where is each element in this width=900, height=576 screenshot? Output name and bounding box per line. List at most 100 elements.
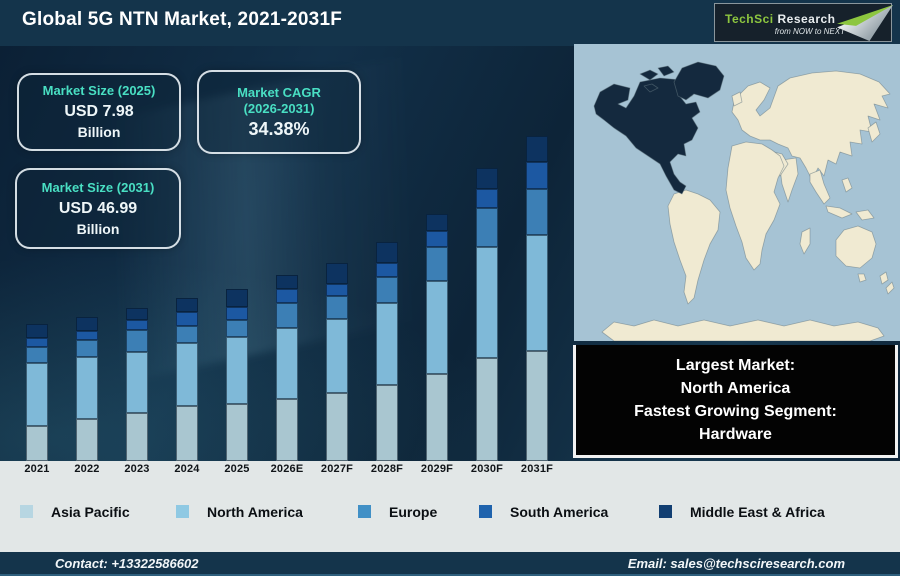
bar-segment bbox=[176, 312, 198, 326]
x-axis-label: 2022 bbox=[74, 463, 100, 475]
legend-swatch bbox=[358, 505, 371, 518]
bar-segment bbox=[526, 351, 548, 461]
bar-segment bbox=[326, 284, 348, 296]
stacked-bar-2029F bbox=[426, 214, 448, 461]
bar-segment bbox=[76, 357, 98, 419]
stat-box-market-size-2025: Market Size (2025) USD 7.98 Billion bbox=[17, 73, 181, 151]
map-north-america-highlight bbox=[593, 77, 701, 195]
bar-segment bbox=[176, 326, 198, 343]
bar-segment bbox=[26, 363, 48, 426]
x-axis-label: 2024 bbox=[174, 463, 200, 475]
stacked-bar-2025 bbox=[226, 289, 248, 461]
bar-segment bbox=[76, 317, 98, 331]
stat-label: Market Size (2025) bbox=[42, 83, 156, 98]
bar-segment bbox=[376, 242, 398, 263]
info-line: Hardware bbox=[699, 426, 772, 443]
bar-segment bbox=[326, 296, 348, 319]
legend-label: Asia Pacific bbox=[51, 504, 130, 520]
bar-segment bbox=[276, 289, 298, 303]
bar-segment bbox=[76, 419, 98, 461]
axis-and-legend-strip: 2021 2022 2023 2024 2025 2026E 2027F 2028F 2029F… bbox=[0, 461, 900, 552]
map-eurasia bbox=[731, 70, 891, 181]
bar-segment bbox=[226, 320, 248, 337]
bar-segment bbox=[276, 275, 298, 289]
stat-value: USD 7.98 bbox=[64, 103, 134, 120]
bar-segment bbox=[526, 235, 548, 351]
market-info-box: Largest Market: North America Fastest Grow… bbox=[573, 345, 898, 458]
bar-chart bbox=[0, 46, 573, 461]
map-tasmania bbox=[857, 273, 867, 283]
x-axis-label: 2026E bbox=[270, 463, 304, 475]
map-indonesia bbox=[825, 205, 853, 219]
bar-segment bbox=[376, 277, 398, 303]
stacked-bar-2024 bbox=[176, 298, 198, 461]
stat-box-market-size-2031: Market Size (2031) USD 46.99 Billion bbox=[15, 168, 181, 249]
bar-segment bbox=[26, 324, 48, 338]
header-bar: Global 5G NTN Market, 2021-2031F TechSci… bbox=[0, 0, 900, 46]
stacked-bar-2026E bbox=[276, 275, 298, 461]
bar-segment bbox=[476, 168, 498, 189]
bar-segment bbox=[226, 307, 248, 320]
bar-segment bbox=[426, 231, 448, 247]
stacked-bar-2023 bbox=[126, 308, 148, 461]
logo-wordmark: TechSci Research bbox=[725, 12, 836, 26]
info-line: Largest Market: bbox=[675, 357, 796, 374]
bar-segment bbox=[176, 298, 198, 312]
x-axis-label: 2027F bbox=[320, 463, 354, 475]
world-map bbox=[574, 44, 900, 341]
bar-segment bbox=[226, 337, 248, 404]
legend-swatch bbox=[659, 505, 672, 518]
map-africa bbox=[725, 141, 785, 271]
bar-segment bbox=[376, 303, 398, 385]
stat-unit: Billion bbox=[76, 220, 120, 237]
contact-email: Email: sales@techsciresearch.com bbox=[627, 555, 845, 571]
bar-segment bbox=[176, 343, 198, 406]
bar-segment bbox=[76, 331, 98, 340]
legend-label: North America bbox=[207, 504, 303, 520]
stacked-bar-2022 bbox=[76, 317, 98, 461]
stacked-bar-2028F bbox=[376, 242, 398, 461]
logo-brand-secondary: Research bbox=[773, 12, 836, 26]
bar-segment bbox=[276, 328, 298, 399]
map-arctic-islands-highlight bbox=[639, 65, 675, 93]
x-axis-label: 2031F bbox=[520, 463, 554, 475]
bar-segment bbox=[526, 136, 548, 162]
bar-segment bbox=[126, 320, 148, 330]
logo-brand-primary: TechSci bbox=[725, 12, 774, 26]
map-madagascar bbox=[799, 227, 811, 255]
legend-label: South America bbox=[510, 504, 609, 520]
footer-bar: Contact: +13322586602 Email: sales@techs… bbox=[0, 552, 900, 576]
bar-segment bbox=[26, 426, 48, 461]
bar-segment bbox=[426, 214, 448, 231]
bar-segment bbox=[476, 358, 498, 461]
map-japan bbox=[867, 121, 881, 143]
contact-phone: Contact: +13322586602 bbox=[55, 555, 199, 571]
x-axis-label: 2028F bbox=[370, 463, 404, 475]
stat-box-market-cagr: Market CAGR (2026-2031) 34.38% bbox=[197, 70, 361, 154]
bar-segment bbox=[326, 393, 348, 461]
legend-swatch bbox=[20, 505, 33, 518]
bar-segment bbox=[376, 263, 398, 277]
map-antarctica bbox=[601, 319, 885, 341]
info-line: North America bbox=[680, 380, 791, 397]
page-title: Global 5G NTN Market, 2021-2031F bbox=[22, 9, 343, 30]
arrow-icon bbox=[837, 5, 893, 41]
map-se-asia bbox=[809, 169, 831, 205]
bar-segment bbox=[126, 352, 148, 413]
legend-swatch bbox=[176, 505, 189, 518]
bar-segment bbox=[126, 413, 148, 461]
bar-segment bbox=[26, 338, 48, 347]
stat-value: USD 46.99 bbox=[58, 199, 138, 217]
stat-label: Market CAGR bbox=[237, 85, 321, 100]
bar-segment bbox=[226, 289, 248, 307]
bar-segment bbox=[126, 308, 148, 320]
legend-label: Middle East & Africa bbox=[690, 504, 825, 520]
bar-segment bbox=[426, 374, 448, 461]
stacked-bar-2031F bbox=[526, 136, 548, 461]
x-axis-label: 2029F bbox=[420, 463, 454, 475]
bar-segment bbox=[26, 347, 48, 363]
map-australia bbox=[835, 225, 877, 269]
stacked-bar-2027F bbox=[326, 263, 348, 461]
bar-segment bbox=[526, 162, 548, 189]
